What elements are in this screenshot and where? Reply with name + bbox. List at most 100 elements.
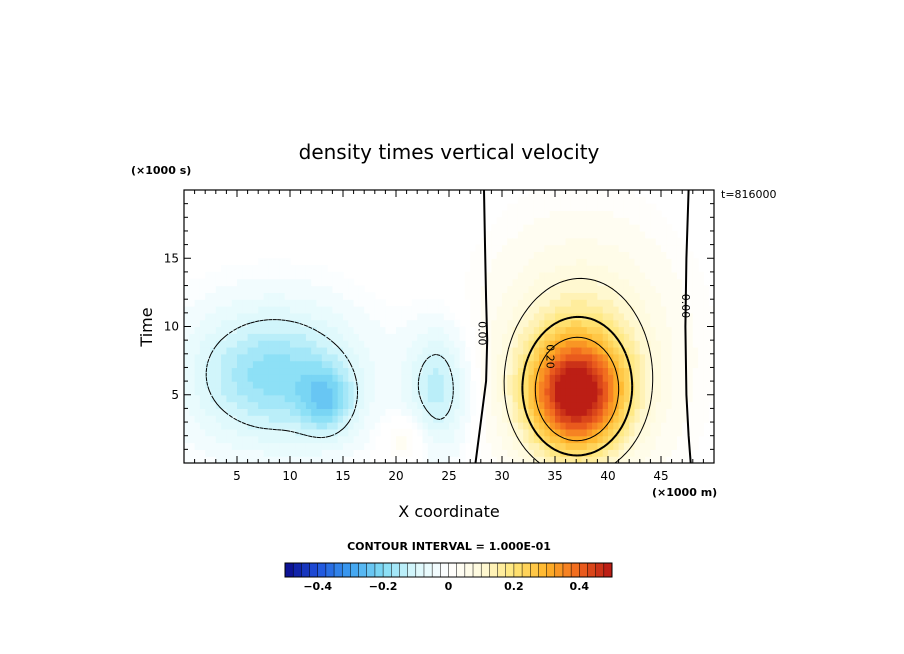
heatmap-cell xyxy=(316,449,323,457)
heatmap-cell xyxy=(549,333,556,341)
heatmap-cell xyxy=(268,449,275,457)
heatmap-cell xyxy=(374,408,381,416)
heatmap-cell xyxy=(348,394,355,403)
heatmap-cell xyxy=(676,435,683,444)
heatmap-cell xyxy=(427,428,434,437)
heatmap-cell xyxy=(655,333,662,341)
heatmap-cell xyxy=(623,340,630,348)
heatmap-cell xyxy=(242,340,249,348)
heatmap-cell xyxy=(523,237,530,246)
heatmap-cell xyxy=(449,456,455,463)
heatmap-cell xyxy=(226,428,233,437)
heatmap-cell xyxy=(512,415,519,423)
heatmap-cell xyxy=(438,422,445,430)
heatmap-cell xyxy=(698,367,704,375)
heatmap-cell xyxy=(533,210,540,218)
heatmap-cell xyxy=(475,346,482,355)
heatmap-cell xyxy=(576,449,583,457)
heatmap-cell xyxy=(348,442,355,450)
colorbar-swatch xyxy=(481,563,490,577)
heatmap-cell xyxy=(639,374,646,382)
heatmap-cell xyxy=(666,456,673,463)
heatmap-cell xyxy=(555,306,561,314)
heatmap-cell xyxy=(205,442,212,450)
heatmap-cell xyxy=(247,387,254,396)
heatmap-cell xyxy=(549,299,556,307)
heatmap-cell xyxy=(608,442,614,450)
heatmap-cell xyxy=(279,408,286,416)
heatmap-cell xyxy=(311,312,318,321)
heatmap-cell xyxy=(332,428,339,437)
heatmap-cell xyxy=(231,353,238,362)
heatmap-cell xyxy=(666,312,673,321)
heatmap-cell xyxy=(332,415,339,423)
heatmap-cell xyxy=(703,415,710,423)
heatmap-cell xyxy=(231,265,238,273)
heatmap-cell xyxy=(565,258,572,266)
heatmap-cell xyxy=(427,319,434,328)
heatmap-cell xyxy=(671,428,678,437)
heatmap-cell xyxy=(666,360,673,369)
heatmap-cell xyxy=(560,224,567,232)
heatmap-cell xyxy=(698,285,704,293)
heatmap-cell xyxy=(237,408,243,416)
heatmap-cell xyxy=(549,278,556,287)
heatmap-cell xyxy=(358,346,365,355)
heatmap-cell xyxy=(337,449,344,457)
heatmap-cell xyxy=(300,265,307,273)
heatmap-cell xyxy=(512,278,519,287)
heatmap-cell xyxy=(608,217,614,225)
heatmap-cell xyxy=(523,224,530,232)
heatmap-cell xyxy=(422,415,429,423)
heatmap-cell xyxy=(321,285,328,293)
heatmap-cell xyxy=(539,353,545,362)
heatmap-cell xyxy=(544,251,551,259)
heatmap-cell xyxy=(666,224,673,232)
heatmap-cell xyxy=(570,196,577,205)
heatmap-cell xyxy=(533,346,540,355)
heatmap-cell xyxy=(290,401,296,409)
heatmap-cell xyxy=(565,442,572,450)
heatmap-cell xyxy=(390,381,397,389)
heatmap-cell xyxy=(321,442,328,450)
heatmap-cell xyxy=(544,401,551,409)
heatmap-cell xyxy=(337,394,344,403)
heatmap-cell xyxy=(284,394,291,403)
heatmap-cell xyxy=(496,258,503,266)
heatmap-cell xyxy=(247,319,254,328)
heatmap-cell xyxy=(576,353,583,362)
heatmap-cell xyxy=(305,285,312,293)
heatmap-cell xyxy=(189,449,196,457)
heatmap-cell xyxy=(560,319,567,328)
heatmap-cell xyxy=(565,292,572,300)
heatmap-cell xyxy=(661,306,667,314)
heatmap-cell xyxy=(406,306,413,314)
heatmap-cell xyxy=(613,456,620,463)
heatmap-cell xyxy=(555,442,561,450)
heatmap-cell xyxy=(396,401,402,409)
heatmap-cell xyxy=(528,299,535,307)
heatmap-cell xyxy=(475,353,482,362)
heatmap-cell xyxy=(560,251,567,259)
heatmap-cell xyxy=(586,353,593,362)
heatmap-cell xyxy=(533,203,540,212)
heatmap-cell xyxy=(496,224,503,232)
heatmap-cell xyxy=(268,299,275,307)
heatmap-cell xyxy=(321,456,328,463)
heatmap-cell xyxy=(226,271,233,280)
heatmap-cell xyxy=(528,340,535,348)
heatmap-cell xyxy=(300,401,307,409)
heatmap-cell xyxy=(470,265,477,273)
heatmap-cell xyxy=(194,306,201,314)
heatmap-cell xyxy=(274,271,280,280)
heatmap-cell xyxy=(581,190,588,198)
heatmap-cell xyxy=(703,340,710,348)
heatmap-cell xyxy=(411,415,418,423)
heatmap-cell xyxy=(226,367,233,375)
colorbar-swatch xyxy=(603,563,613,577)
heatmap-cell xyxy=(576,217,583,225)
heatmap-cell xyxy=(417,415,424,423)
heatmap-cell xyxy=(692,428,699,437)
heatmap-cell xyxy=(661,217,667,225)
heatmap-cell xyxy=(279,422,286,430)
